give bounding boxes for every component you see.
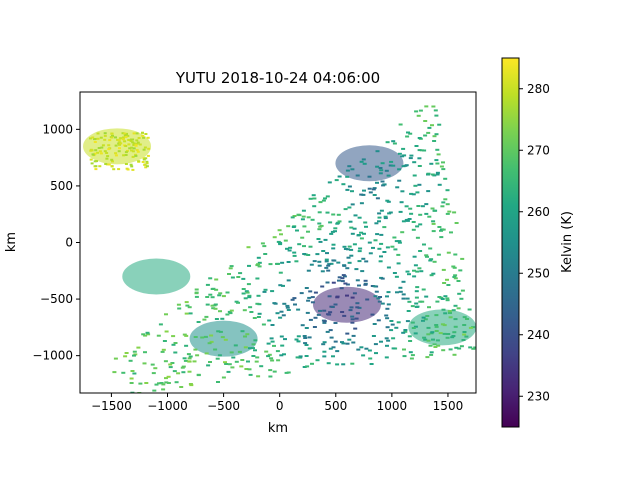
region-southwest-band xyxy=(189,320,258,357)
x-tick-label: −1000 xyxy=(147,399,188,413)
x-tick-label: −1500 xyxy=(91,399,132,413)
region-central-cold-core xyxy=(312,286,381,323)
y-tick-label: 500 xyxy=(50,179,73,193)
colorbar-tick-label: 270 xyxy=(527,143,550,157)
x-tick-label: 500 xyxy=(324,399,347,413)
y-tick-label: −1000 xyxy=(32,349,73,363)
y-tick-label: 1000 xyxy=(42,122,73,136)
colorbar-label: Kelvin (K) xyxy=(560,211,575,273)
x-tick-label: 0 xyxy=(276,399,284,413)
chart-title: YUTU 2018-10-24 04:06:00 xyxy=(175,69,380,87)
x-tick-label: −500 xyxy=(207,399,240,413)
colorbar-tick-label: 250 xyxy=(527,266,550,280)
x-axis-label: km xyxy=(268,421,288,436)
colorbar-ticks: 230 240 250 260 270 280 xyxy=(519,82,550,403)
x-tick-label: 1000 xyxy=(377,399,408,413)
colorbar-tick-label: 260 xyxy=(527,205,550,219)
colorbar-tick-label: 230 xyxy=(527,389,550,403)
x-tick-label: 1500 xyxy=(433,399,464,413)
y-tick-label: 0 xyxy=(65,236,73,250)
y-tick-label: −500 xyxy=(40,292,73,306)
colorbar-tick-label: 240 xyxy=(527,328,550,342)
y-axis-label: km xyxy=(4,232,19,252)
brightness-temperature-texture xyxy=(89,105,476,393)
region-western-band xyxy=(122,258,191,295)
colorbar-tick-label: 280 xyxy=(527,82,550,96)
colorbar xyxy=(501,57,520,428)
x-axis-ticks: −1500 −1000 −500 0 500 1000 1500 xyxy=(91,393,463,413)
y-axis-ticks: −1000 −500 0 500 1000 xyxy=(32,122,80,363)
heatmap-layer xyxy=(83,105,476,393)
region-southeast-edge xyxy=(408,309,476,346)
region-northeast-cold-band xyxy=(335,145,404,182)
